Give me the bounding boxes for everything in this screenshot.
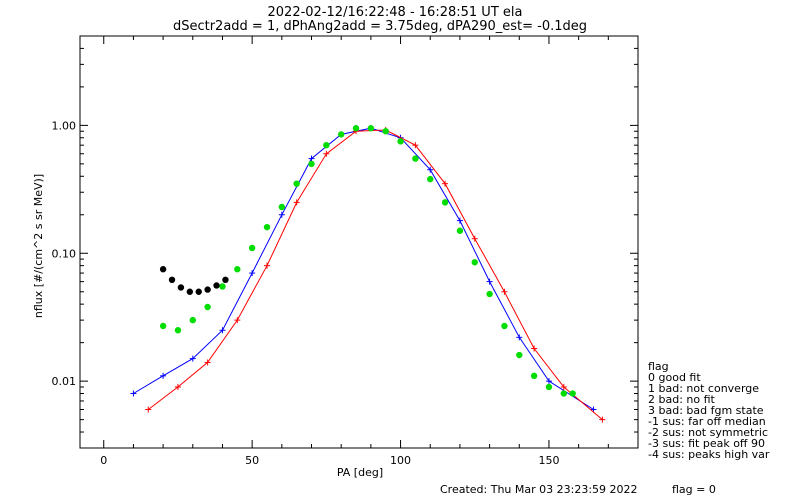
series-blue-point — [516, 334, 523, 341]
x-axis-label: PA [deg] — [337, 466, 383, 479]
y-tick-label: 0.10 — [52, 247, 77, 260]
series-red-point — [501, 288, 508, 295]
legend-item-6: -3 sus: fit peak off 90 — [648, 437, 765, 450]
legend-item-4: -1 sus: far off median — [648, 415, 766, 428]
fit-curve-low-point — [204, 286, 211, 293]
fit-curve-point — [516, 351, 523, 359]
legend-item-5: -2 sus: not symmetric — [648, 426, 768, 439]
series-blue-point — [308, 155, 315, 162]
y-axis-label: nflux [#/(cm^2 s sr MeV)] — [32, 174, 45, 318]
plot-frame — [79, 35, 639, 449]
x-tick-label: 50 — [245, 454, 259, 467]
series-blue-point — [249, 270, 256, 277]
created-timestamp: Created: Thu Mar 03 23:23:59 2022 — [440, 483, 638, 496]
fit-curve-point — [308, 160, 315, 168]
legend-item-0: 0 good fit — [648, 371, 701, 384]
fit-curve-point — [248, 244, 256, 252]
x-tick-label: 150 — [538, 454, 559, 467]
legend-item-1: 1 bad: not converge — [648, 382, 759, 395]
fit-curve-point — [174, 327, 182, 334]
flag-legend: flag 0 good fit 1 bad: not converge 2 ba… — [648, 360, 770, 461]
series-red-point — [560, 383, 567, 390]
legend-title: flag — [648, 360, 669, 373]
series-blue-point — [219, 327, 226, 334]
fit-curve-point — [382, 128, 389, 135]
fit-curve-point — [486, 290, 493, 298]
series-red-point — [531, 345, 538, 352]
fit-curve-point — [204, 303, 211, 311]
fit-curve-point — [397, 138, 404, 145]
series-blue-point — [160, 372, 167, 379]
fit-curve-point — [189, 316, 196, 324]
y-tick-label: 0.01 — [52, 375, 77, 388]
legend-item-3: 3 bad: bad fgm state — [648, 404, 764, 417]
series-blue-point — [456, 217, 463, 224]
fit-curve-point — [427, 175, 434, 183]
series-red-point — [412, 142, 419, 149]
fit-curve-point — [530, 372, 538, 380]
series-red-point — [323, 150, 330, 157]
fit-curve-point — [234, 266, 241, 273]
fit-curve-point — [337, 131, 345, 138]
fit-curve-low-point — [186, 288, 194, 295]
x-tick-label: 100 — [390, 454, 411, 467]
tick-layer: 0 50 100 150 0.01 0.10 1.00 — [52, 35, 638, 467]
series-red-point — [442, 180, 449, 187]
fit-curve-point — [412, 155, 419, 162]
fit-curve-low-point — [195, 288, 202, 295]
fit-curve-low-point — [213, 282, 220, 289]
fit-curve-point — [352, 125, 360, 132]
fit-curve-low-point — [177, 284, 185, 291]
series-blue-point — [130, 390, 137, 397]
fit-curve-point — [441, 199, 449, 206]
x-tick-label: 0 — [100, 454, 107, 467]
series-blue-point — [545, 378, 552, 385]
fit-curve-point — [545, 383, 553, 391]
y-tick-label: 1.00 — [52, 119, 77, 132]
series-blue-point — [189, 355, 196, 362]
series-red-point — [174, 383, 181, 390]
fit-curve-point — [159, 322, 167, 330]
fit-curve-point — [323, 141, 330, 149]
fit-curve-low-point — [159, 266, 167, 273]
series-blue-point — [486, 278, 493, 285]
legend-item-7: -4 sus: peaks high var — [648, 448, 770, 461]
series-blue-point — [278, 211, 285, 218]
fit-curve-low-point — [168, 276, 176, 284]
series-red-point — [471, 235, 478, 242]
series-red-point — [293, 199, 300, 206]
fit-curve-point — [560, 390, 567, 397]
series-red-point — [204, 359, 211, 366]
chart-title-line-1: 2022-02-12/16:22:48 - 16:28:51 UT ela — [268, 5, 523, 20]
series-red-point — [263, 262, 270, 269]
fit-curve-point — [501, 322, 508, 330]
series-red-point — [145, 406, 152, 413]
legend-item-2: 2 bad: no fit — [648, 393, 716, 406]
fit-curve-point — [471, 259, 478, 266]
fit-curve-point — [278, 203, 286, 211]
series-red-point — [599, 416, 606, 423]
fit-curve-point — [569, 390, 576, 397]
fit-layer — [159, 125, 576, 397]
fit-curve-point — [367, 125, 375, 132]
fit-curve-point — [219, 283, 226, 290]
series-blue-point — [427, 166, 434, 173]
flag-value: flag = 0 — [672, 483, 716, 496]
series-red-point — [234, 317, 241, 324]
chart-title-line-2: dSectr2add = 1, dPhAng2add = 3.75deg, dP… — [173, 19, 587, 34]
fit-curve-low-point — [222, 276, 229, 284]
fit-curve-point — [263, 223, 271, 231]
fit-curve-point — [456, 227, 464, 234]
fit-curve-point — [293, 180, 300, 187]
